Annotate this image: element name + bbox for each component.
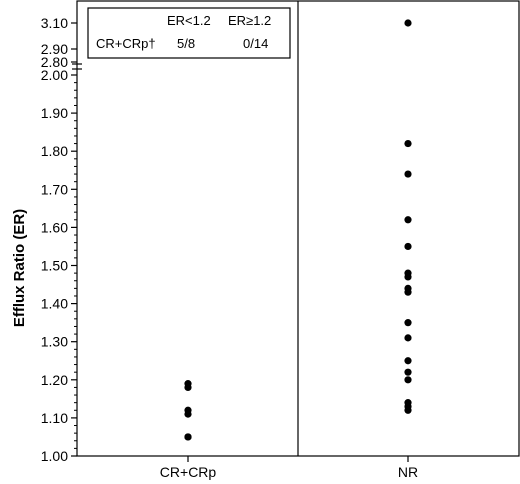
data-points xyxy=(184,19,412,441)
data-point xyxy=(184,383,192,392)
y-lower-tick-label: 1.60 xyxy=(41,219,68,235)
data-point xyxy=(404,288,412,296)
data-point xyxy=(404,319,412,327)
y-lower-tick-label: 2.00 xyxy=(41,67,68,83)
data-point xyxy=(404,216,412,224)
data-point xyxy=(184,410,192,418)
y-lower-tick-label: 1.40 xyxy=(41,296,68,312)
data-point xyxy=(184,433,192,441)
y-lower-tick-label: 1.70 xyxy=(41,181,68,197)
y-lower-tick-label: 1.50 xyxy=(41,258,68,274)
y-lower-tick-label: 1.80 xyxy=(41,143,68,159)
y-lower-tick-label: 1.90 xyxy=(41,105,68,121)
inset-table-frame xyxy=(87,7,291,59)
data-point xyxy=(404,334,412,342)
inset-value-ge: 0/14 xyxy=(243,36,268,51)
y-axis-ticks: 1.00 1.10 1.20 1.30 1.40 1.50 1.60 1.70 1.80 1.90… xyxy=(41,15,77,464)
x-category-label: NR xyxy=(398,464,418,480)
x-category-label: CR+CRp xyxy=(160,464,217,480)
data-point xyxy=(404,357,412,365)
data-point xyxy=(404,406,412,414)
inset-row-label: CR+CRp† xyxy=(96,36,156,51)
data-point xyxy=(404,376,412,384)
y-lower-tick-label: 1.30 xyxy=(41,334,68,350)
data-point xyxy=(404,368,412,376)
data-point xyxy=(404,242,412,251)
y-upper-tick-label: 2.90 xyxy=(41,41,68,57)
data-point xyxy=(404,170,412,178)
y-lower-tick-label: 1.00 xyxy=(41,448,68,464)
data-point xyxy=(404,273,412,281)
inset-value-lt: 5/8 xyxy=(177,36,195,51)
inset-table: ER<1.2 ER≥1.2 CR+CRp† 5/8 0/14 xyxy=(87,7,291,59)
y-upper-tick-label: 3.10 xyxy=(41,15,68,31)
data-point xyxy=(404,19,412,27)
x-axis-categories: CR+CRp NR xyxy=(160,456,418,480)
y-axis-title: Efflux Ratio (ER) xyxy=(11,209,28,327)
y-upper-tick-label: 2.80 xyxy=(41,54,68,70)
y-lower-tick-label: 1.10 xyxy=(41,410,68,426)
data-point xyxy=(404,139,412,148)
inset-col-header-lt: ER<1.2 xyxy=(167,13,211,28)
y-lower-tick-label: 1.20 xyxy=(41,372,68,388)
inset-col-header-ge: ER≥1.2 xyxy=(228,13,271,28)
